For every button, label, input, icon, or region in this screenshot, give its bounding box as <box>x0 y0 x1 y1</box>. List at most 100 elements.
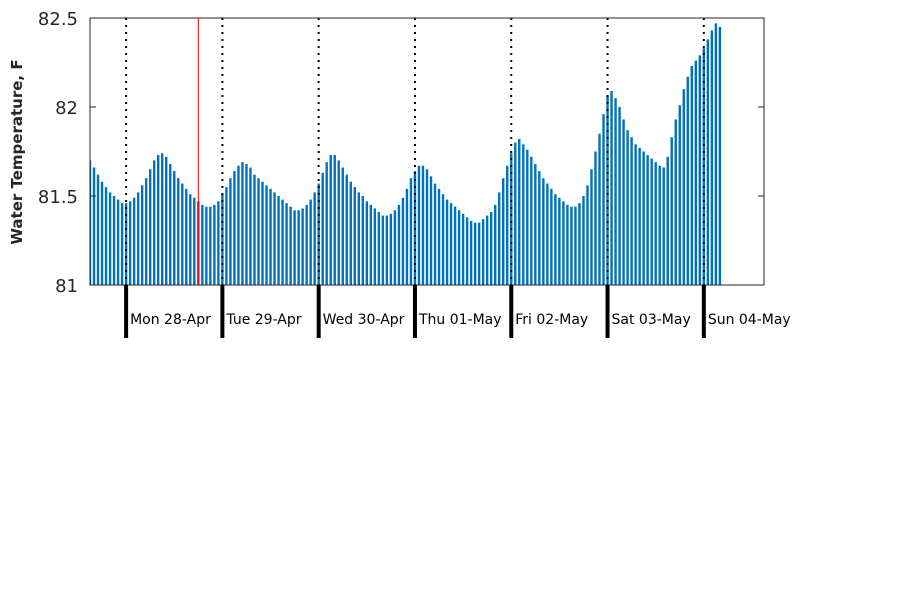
temperature-bar <box>277 196 280 285</box>
temperature-bar <box>385 215 389 285</box>
temperature-bar <box>614 98 617 285</box>
temperature-bar <box>136 192 140 285</box>
temperature-bar <box>301 208 304 285</box>
temperature-bar <box>598 133 601 285</box>
temperature-bar <box>253 174 256 285</box>
temperature-bar <box>658 165 661 285</box>
temperature-bar <box>489 212 493 285</box>
temperature-bar <box>498 192 501 285</box>
temperature-bar <box>112 196 116 285</box>
temperature-bar <box>574 206 577 285</box>
temperature-bar <box>249 167 252 285</box>
temperature-bar <box>686 76 689 286</box>
temperature-bar <box>257 178 260 285</box>
temperature-bar <box>602 114 605 286</box>
temperature-bar <box>405 188 409 285</box>
temperature-bar <box>558 197 561 285</box>
temperature-bar <box>453 206 457 285</box>
temperature-bar <box>694 60 697 285</box>
day-label: Tue 29-Apr <box>225 312 301 328</box>
temperature-bar <box>457 210 461 285</box>
temperature-bar <box>353 187 356 285</box>
temperature-bar <box>205 206 208 285</box>
temperature-bar <box>337 160 340 285</box>
day-label: Sun 04-May <box>708 312 791 328</box>
temperature-bar <box>321 172 324 285</box>
temperature-bar <box>189 194 192 285</box>
temperature-bar <box>526 149 529 285</box>
temperature-bar <box>132 197 136 285</box>
temperature-bar <box>100 181 104 285</box>
temperature-bar <box>477 222 481 285</box>
temperature-bar <box>173 171 176 285</box>
temperature-bar <box>417 165 421 285</box>
temperature-bar <box>646 155 649 285</box>
temperature-bar <box>128 201 132 285</box>
temperature-bar <box>377 212 381 285</box>
temperature-bar <box>610 90 613 285</box>
temperature-bar <box>421 165 425 285</box>
temperature-bar <box>209 206 212 285</box>
temperature-bar <box>297 210 300 285</box>
x-axis-day-ticks: Mon 28-Apr Tue 29-Apr Wed 30-Apr Thu 01-May… <box>124 285 791 338</box>
temperature-bar <box>674 119 677 286</box>
temperature-bar <box>514 142 517 285</box>
temperature-bar <box>169 163 172 285</box>
temperature-bar <box>530 156 533 285</box>
temperature-bar <box>305 204 308 285</box>
temperature-bar <box>233 171 236 285</box>
temperature-bar <box>546 183 549 285</box>
temperature-bar <box>120 203 124 285</box>
temperature-bar <box>165 156 168 285</box>
temperature-bar <box>618 107 621 285</box>
temperature-bar <box>582 196 585 285</box>
temperature-bar <box>626 130 629 285</box>
bar-series <box>90 23 722 286</box>
temperature-bar <box>690 66 693 285</box>
temperature-bar <box>534 163 537 285</box>
temperature-bar <box>181 183 184 285</box>
temperature-bar <box>714 23 718 286</box>
temperature-bar <box>586 185 589 285</box>
temperature-bar <box>622 119 625 286</box>
temperature-bar <box>606 96 609 285</box>
temperature-bar <box>469 220 473 285</box>
temperature-bar <box>245 163 248 285</box>
y-tick-label: 81.5 <box>38 187 78 208</box>
temperature-bar <box>682 89 685 285</box>
temperature-bar <box>357 192 360 285</box>
temperature-bar <box>425 169 429 285</box>
temperature-bar <box>313 192 316 285</box>
temperature-bar <box>261 181 264 285</box>
day-label: Sat 03-May <box>612 312 691 328</box>
temperature-bar <box>217 201 220 285</box>
temperature-bar <box>201 204 204 285</box>
temperature-bar <box>494 204 497 285</box>
temperature-bar <box>124 203 128 285</box>
temperature-bar <box>393 210 397 285</box>
day-label: Wed 30-Apr <box>323 312 405 328</box>
temperature-bar <box>485 215 489 285</box>
temperature-bar <box>185 188 188 285</box>
temperature-bar <box>104 187 108 285</box>
temperature-bar <box>566 204 569 285</box>
temperature-bar <box>554 194 557 285</box>
temperature-bar <box>225 187 228 285</box>
temperature-bar <box>213 204 216 285</box>
temperature-bar <box>437 188 441 285</box>
temperature-bar <box>309 199 312 285</box>
temperature-bar <box>502 178 505 285</box>
temperature-bar <box>92 167 96 285</box>
temperature-bar <box>710 30 714 286</box>
temperature-bar <box>349 181 352 285</box>
temperature-bar <box>550 188 553 285</box>
temperature-bar <box>634 144 637 285</box>
temperature-bar <box>590 169 593 285</box>
temperature-bar <box>140 185 144 285</box>
temperature-bar <box>518 139 521 285</box>
temperature-bar <box>449 203 453 285</box>
temperature-bar <box>642 151 645 285</box>
temperature-bar <box>237 165 240 285</box>
day-label: Thu 01-May <box>418 312 502 328</box>
